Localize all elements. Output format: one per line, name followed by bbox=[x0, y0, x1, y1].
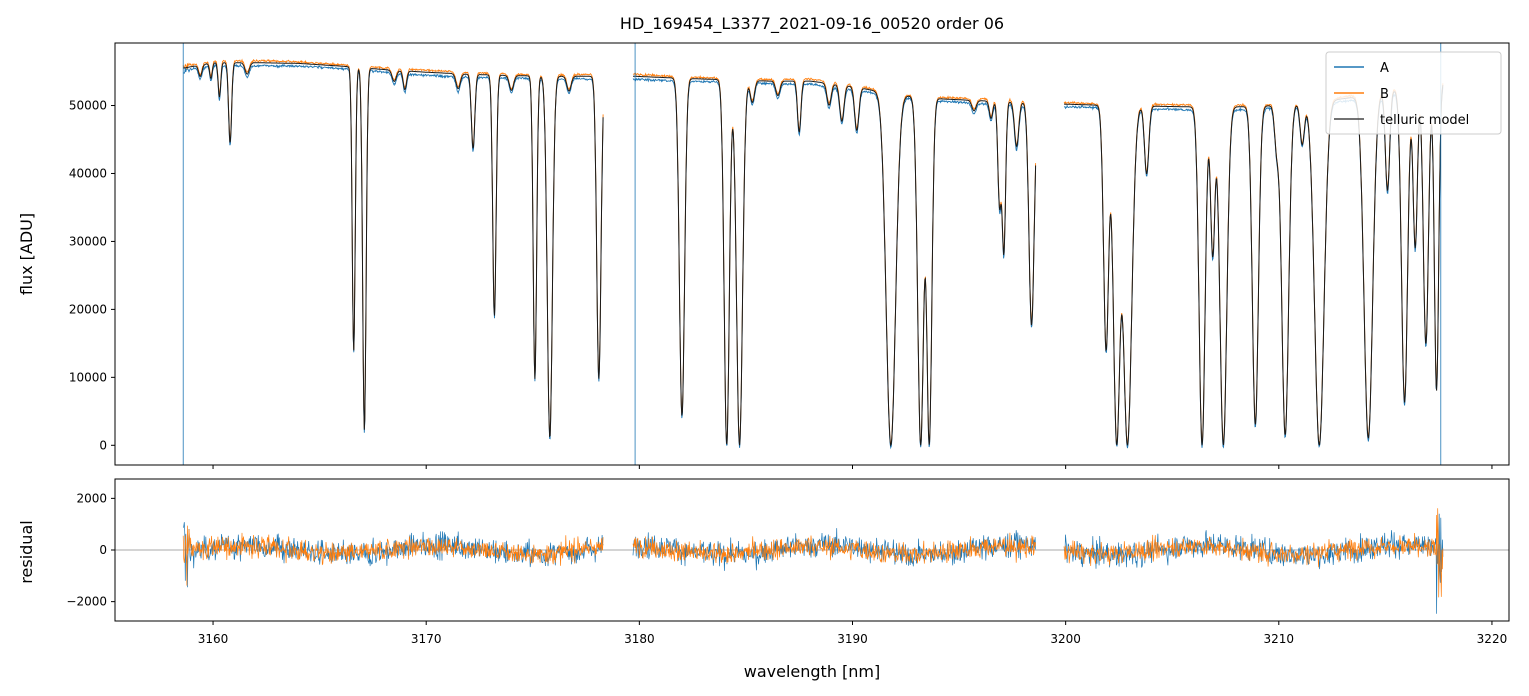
residual-ytick-label: −2000 bbox=[66, 595, 107, 609]
x-tick-label: 3190 bbox=[837, 632, 868, 646]
residual-b-line bbox=[632, 532, 1036, 564]
x-tick-label: 3200 bbox=[1050, 632, 1081, 646]
residual-ytick-label: 2000 bbox=[76, 491, 107, 505]
telluric-model-line bbox=[183, 62, 604, 438]
legend-label-b: B bbox=[1380, 87, 1389, 102]
residual-ytick-label: 0 bbox=[99, 543, 107, 557]
telluric-model-line bbox=[633, 75, 1037, 447]
chart-title: HD_169454_L3377_2021-09-16_00520 order 0… bbox=[620, 14, 1004, 34]
legend-label-model: telluric model bbox=[1380, 113, 1469, 128]
residual-b-line bbox=[1063, 508, 1444, 598]
flux-ytick-label: 10000 bbox=[69, 370, 107, 384]
flux-ytick-label: 40000 bbox=[69, 166, 107, 180]
x-tick-label: 3160 bbox=[198, 632, 229, 646]
flux-ytick-label: 0 bbox=[99, 438, 107, 452]
flux-ylabel: flux [ADU] bbox=[17, 213, 36, 295]
flux-ytick-label: 50000 bbox=[69, 99, 107, 113]
flux-ytick-label: 30000 bbox=[69, 234, 107, 248]
xlabel: wavelength [nm] bbox=[744, 662, 881, 681]
legend: A B telluric model bbox=[1325, 51, 1502, 135]
x-tick-label: 3180 bbox=[624, 632, 655, 646]
residual-ylabel: residual bbox=[17, 520, 36, 583]
legend-label-a: A bbox=[1380, 61, 1389, 76]
flux-axes-frame bbox=[114, 42, 1510, 466]
series-b-line bbox=[632, 72, 1037, 446]
flux-plot-area bbox=[115, 43, 1509, 465]
residual-b-line bbox=[182, 525, 604, 586]
flux-ytick-label: 20000 bbox=[69, 302, 107, 316]
x-tick-label: 3210 bbox=[1264, 632, 1295, 646]
flux-panel: 0 10000 20000 30000 40000 50000 flux [ADU] bbox=[17, 42, 1510, 469]
x-tick-label: 3220 bbox=[1477, 632, 1508, 646]
x-tick-label: 3170 bbox=[411, 632, 442, 646]
series-a-line bbox=[632, 77, 1037, 450]
legend-box bbox=[1325, 51, 1502, 135]
